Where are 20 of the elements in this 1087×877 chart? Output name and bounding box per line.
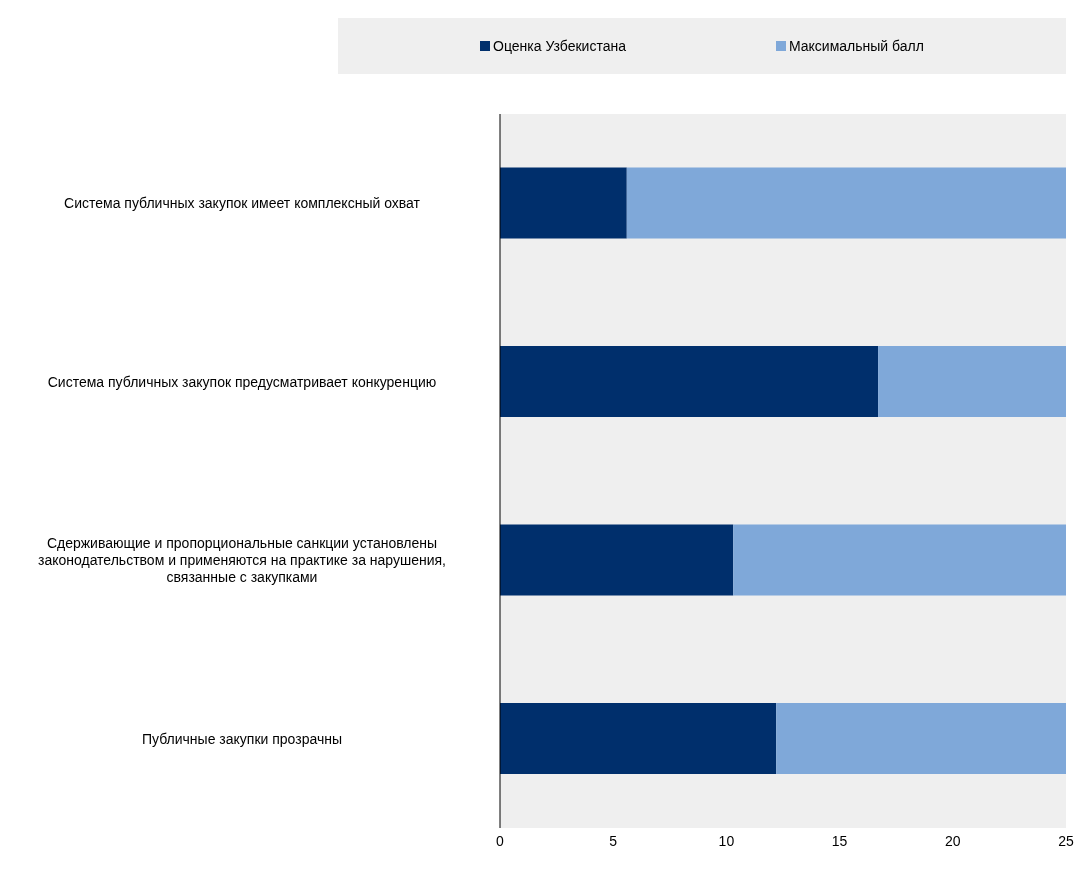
x-tick-label: 5: [609, 832, 618, 849]
y-tick-label: Сдерживающие и пропорциональные санкции установлены законодательством и применяются на практике за нарушения, связанные с закупками: [37, 535, 447, 586]
bar: [626, 167, 1066, 239]
x-tick-label: 15: [831, 832, 848, 849]
bar: [733, 524, 1066, 596]
bar: [500, 703, 777, 775]
bar: [500, 524, 734, 596]
y-tick-label: Система публичных закупок предусматривает конкуренцию: [47, 373, 437, 390]
legend-label: Оценка Узбекистана: [492, 38, 626, 54]
bar: [500, 167, 627, 239]
y-tick-label: Система публичных закупок имеет комплексный охват: [64, 195, 421, 212]
x-tick-label: 20: [945, 832, 961, 849]
bar: [500, 346, 879, 418]
y-tick-label: Публичные закупки прозрачны: [141, 730, 343, 747]
bar: [878, 346, 1066, 418]
x-tick-label: 0: [496, 832, 505, 849]
bar: [776, 703, 1066, 775]
x-tick-label: 25: [1058, 832, 1074, 849]
x-tick-label: 10: [718, 832, 735, 849]
legend-label: Максимальный балл: [788, 38, 924, 54]
